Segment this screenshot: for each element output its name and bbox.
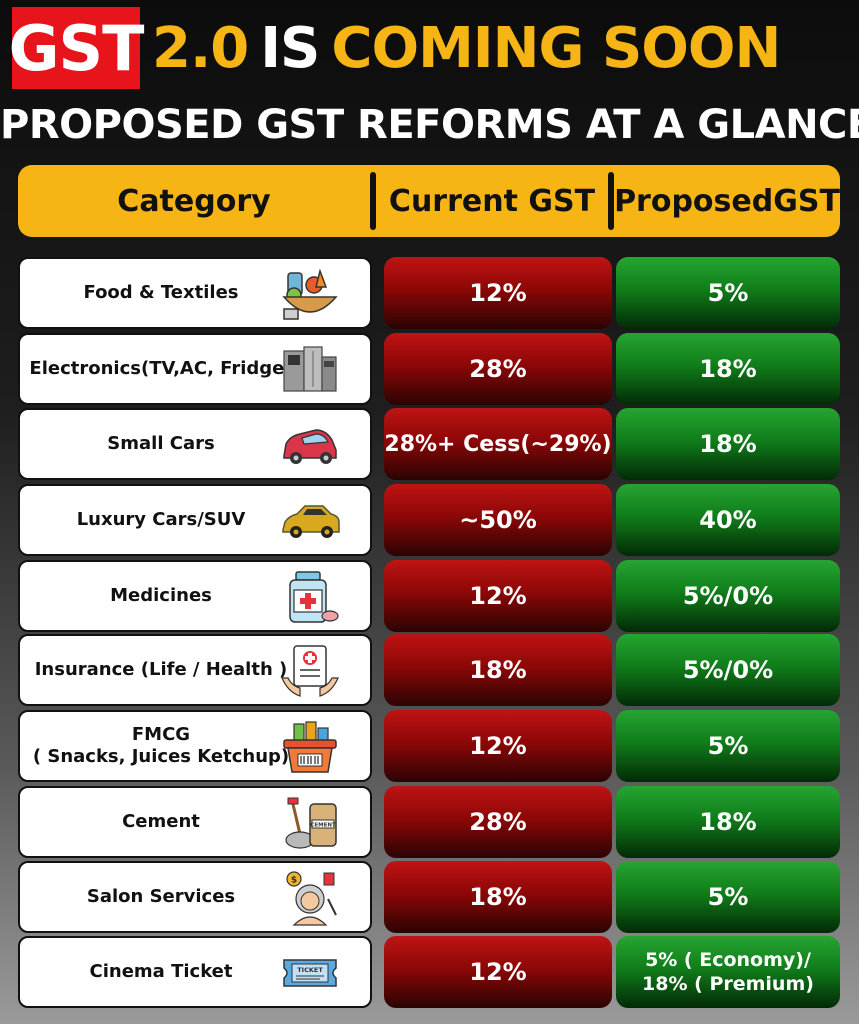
proposed-gst-cell: 40% [616,484,840,556]
current-gst-cell: 12% [384,257,612,329]
table-row: Food & Textiles 12% 5% [18,257,840,329]
proposed-gst-cell: 5% [616,710,840,782]
ticket-icon: TICKET [283,959,337,987]
current-gst-cell: 28% [384,786,612,858]
proposed-gst-line1: 5% ( Economy)/ [645,949,811,971]
header-proposed-gst: ProposedGST [614,183,840,219]
proposed-gst-cell: 5% [616,861,840,933]
svg-text:$: $ [291,876,297,886]
svg-text:CEMENT: CEMENT [310,823,336,829]
current-gst-cell: 18% [384,634,612,706]
proposed-gst-cell: 18% [616,408,840,480]
category-cell: Small Cars [18,408,372,480]
category-label: Salon Services [86,886,236,907]
table-row: Cement CEMENT 28% 18% [18,786,840,858]
subtitle: PROPOSED GST REFORMS AT A GLANCE [0,102,859,148]
category-label: Luxury Cars/SUV [76,509,246,530]
current-gst-cell: 18% [384,861,612,933]
proposed-gst-line2: 18% ( Premium) [642,973,814,995]
category-cell: FMCG ( Snacks, Juices Ketchup) [18,710,372,782]
category-label: Insurance (Life / Health ) [34,659,288,680]
category-label-line2: ( Snacks, Juices Ketchup) [32,746,290,767]
proposed-gst-cell: 18% [616,333,840,405]
category-cell: Medicines [18,560,372,632]
category-cell: Cinema Ticket TICKET [18,936,372,1008]
table-row: Cinema Ticket TICKET 12% 5% ( Economy)/ … [18,936,840,1008]
current-gst-cell: 28%+ Cess(~29%) [384,408,612,480]
table-row: Electronics(TV,AC, Fridge) 28% 18% [18,333,840,405]
current-gst-cell: 12% [384,936,612,1008]
proposed-gst-cell: 5% ( Economy)/ 18% ( Premium) [616,936,840,1008]
current-gst-cell: ~50% [384,484,612,556]
category-cell: Luxury Cars/SUV [18,484,372,556]
category-label: Food & Textiles [83,282,239,303]
title-coming-soon: COMING SOON [331,15,781,81]
small-car-icon [283,429,337,464]
category-label-line1: FMCG [131,724,191,745]
title-version: 2.0 [152,15,249,81]
header-category: Category [117,183,271,219]
cement-bag-icon: CEMENT [285,797,337,849]
table-row: Insurance (Life / Health ) 18% 5%/0% [18,634,840,706]
header-divider [608,172,614,230]
table-row: Salon Services $ 18% 5% [18,861,840,933]
category-cell: Food & Textiles [18,257,372,329]
table-row: Small Cars 28%+ Cess(~29%) 18% [18,408,840,480]
category-cell: Electronics(TV,AC, Fridge) [18,333,372,405]
proposed-gst-cell: 5%/0% [616,560,840,632]
proposed-gst-cell: 5%/0% [616,634,840,706]
table-row: Medicines 12% 5%/0% [18,560,840,632]
gst-badge: GST [9,7,144,89]
current-gst-cell: 12% [384,710,612,782]
category-cell: Cement CEMENT [18,786,372,858]
luxury-car-icon [282,505,340,538]
medicine-bottle-icon [289,571,339,623]
table-header: Category Current GST ProposedGST [18,165,840,237]
proposed-gst-cell: 5% [616,257,840,329]
title-is: IS [260,15,320,81]
category-label: Medicines [110,585,212,606]
category-cell: Insurance (Life / Health ) [18,634,372,706]
category-label: Small Cars [107,433,215,454]
category-cell: Salon Services $ [18,861,372,933]
category-label: Cement [122,811,200,832]
insurance-document-icon [281,645,339,697]
table-row: Luxury Cars/SUV ~50% 40% [18,484,840,556]
header-divider [370,172,376,230]
category-label: Electronics(TV,AC, Fridge) [29,358,293,379]
proposed-gst-cell: 18% [616,786,840,858]
current-gst-cell: 12% [384,560,612,632]
current-gst-cell: 28% [384,333,612,405]
header-current-gst: Current GST [388,183,596,219]
category-label: Cinema Ticket [89,961,233,982]
category-label: FMCG ( Snacks, Juices Ketchup) [26,712,296,780]
table-row: FMCG ( Snacks, Juices Ketchup) 12% 5% [18,710,840,782]
electronics-icon [283,346,337,392]
svg-text:TICKET: TICKET [297,966,323,974]
salon-icon: $ [286,871,337,926]
food-basket-icon [282,268,338,320]
main-title: GST 2.0 IS COMING SOON [9,6,847,90]
grocery-basket-icon [283,721,337,773]
